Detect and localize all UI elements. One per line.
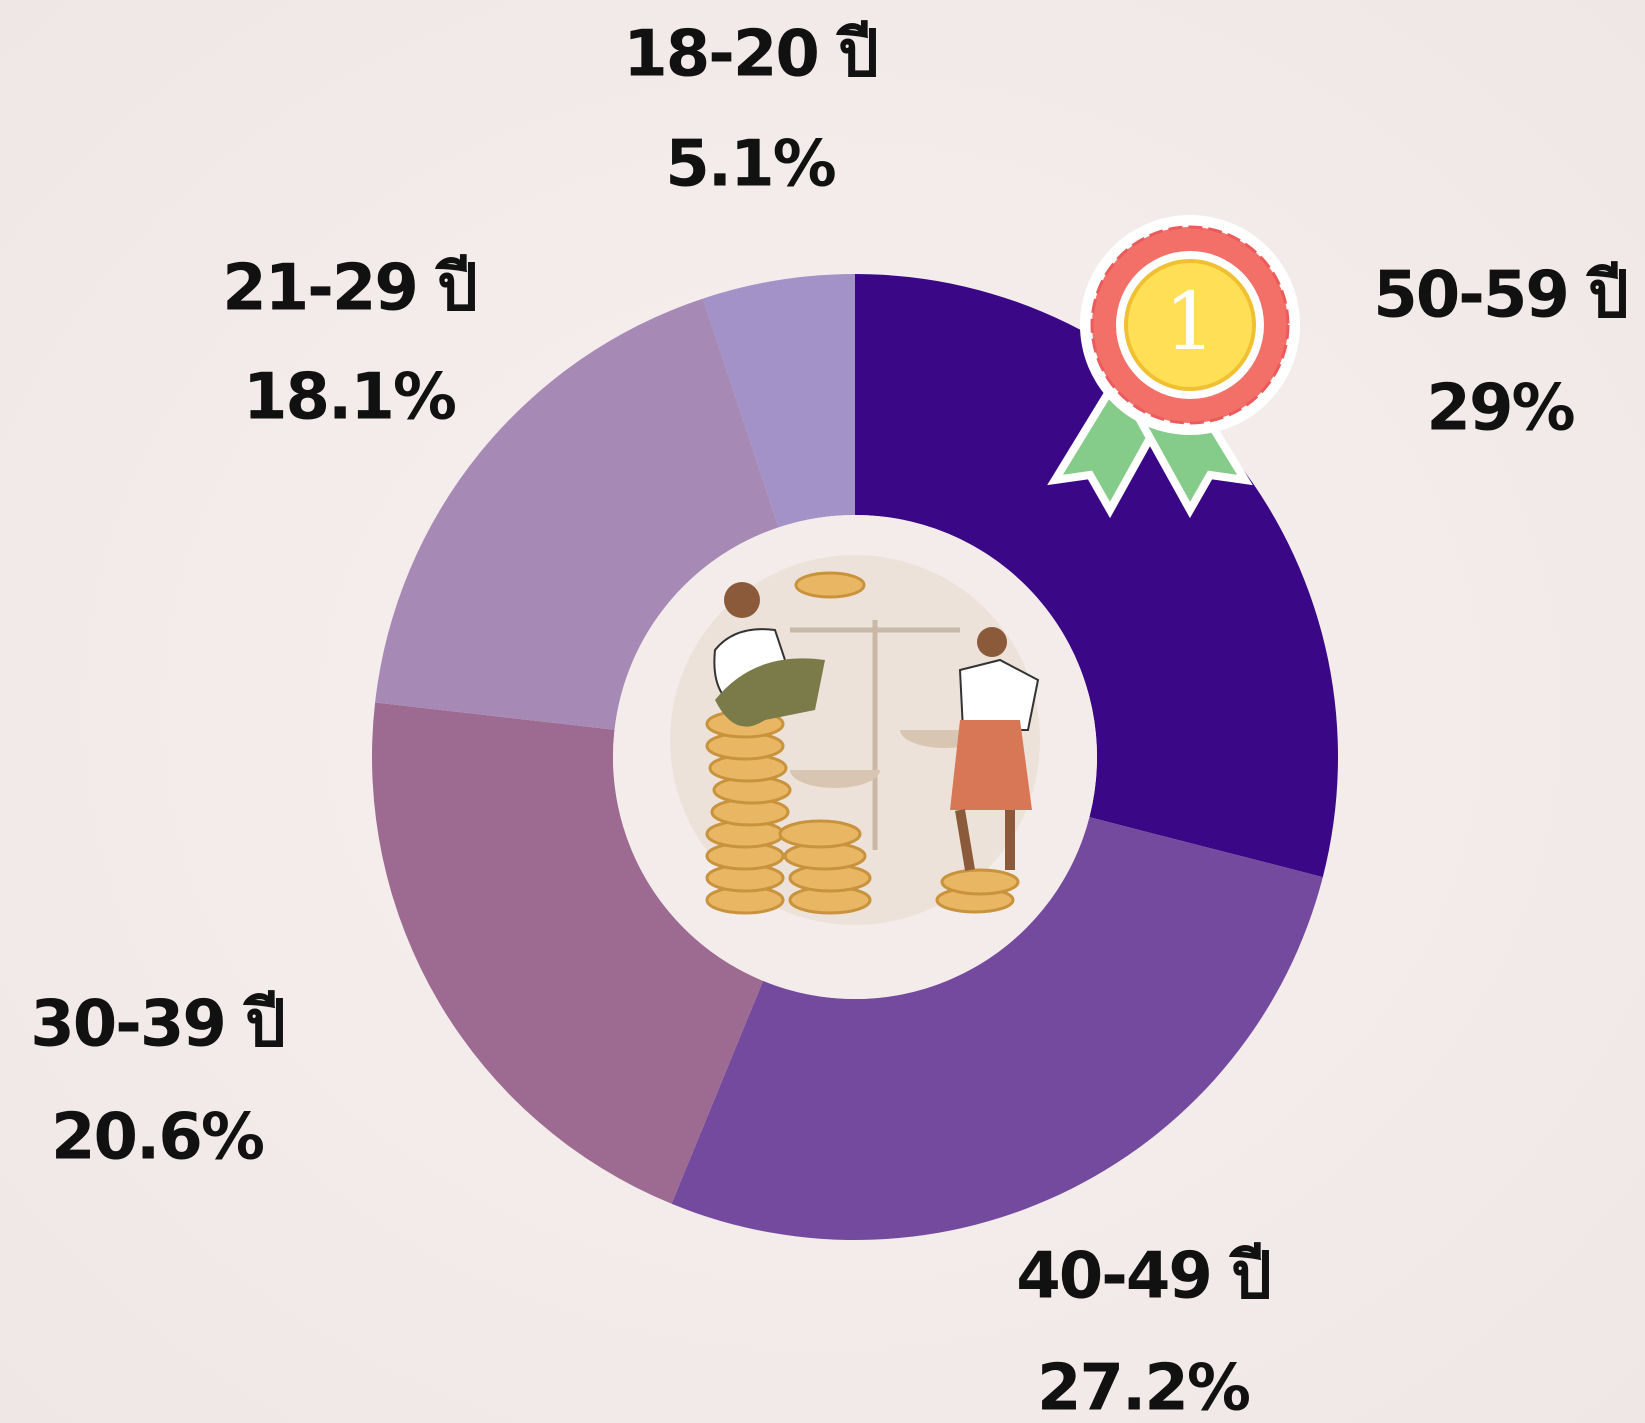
medal-number: 1	[1165, 275, 1216, 368]
center-illustration	[613, 515, 1097, 999]
value-label: 20.6%	[51, 1101, 264, 1175]
category-label: 50-59 ปี	[1373, 259, 1627, 333]
category-label: 30-39 ปี	[30, 988, 284, 1062]
value-label: 5.1%	[665, 128, 835, 202]
value-label: 27.2%	[1037, 1352, 1250, 1423]
chart: 1 50-59 ปี 29% 40-49 ปี 27.2% 30-39 ปี 20.6% 2…	[0, 0, 1645, 1423]
category-label: 21-29 ปี	[222, 252, 476, 326]
value-label: 18.1%	[243, 361, 456, 435]
category-label: 18-20 ปี	[623, 18, 877, 92]
category-label: 40-49 ปี	[1016, 1240, 1270, 1314]
value-label: 29%	[1426, 372, 1574, 446]
